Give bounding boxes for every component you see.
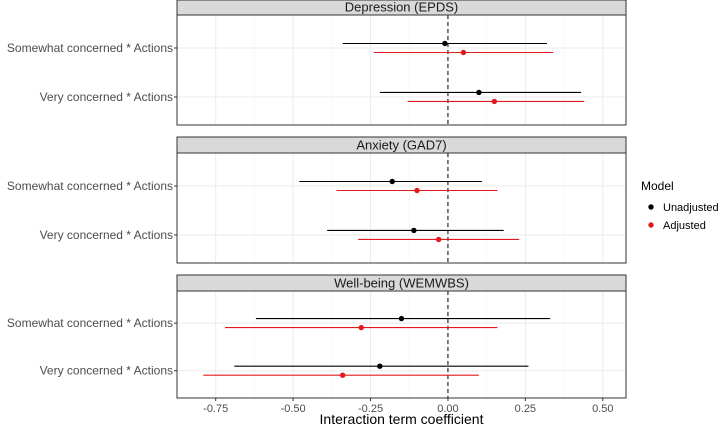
panel-2: Anxiety (GAD7) Somewhat concerned * Actio… — [7, 136, 627, 264]
legend-key-adjusted — [648, 222, 654, 228]
y-category-label: Somewhat concerned * Actions — [7, 179, 173, 193]
panel-background — [177, 153, 626, 263]
point-adjusted — [358, 324, 364, 331]
y-category-label: Somewhat concerned * Actions — [7, 316, 173, 330]
y-category-label: Very concerned * Actions — [40, 364, 173, 378]
panel-background — [177, 291, 626, 398]
panel-border — [176, 290, 627, 399]
x-tick-label: -0.25 — [358, 403, 383, 415]
legend-title: Model — [641, 179, 674, 193]
point-unadjusted — [476, 89, 482, 96]
panel-background — [177, 15, 626, 125]
x-tick-label: -0.75 — [203, 403, 228, 415]
panel-title: Well-being (WEMWBS) — [334, 276, 469, 291]
y-category-label: Somewhat concerned * Actions — [7, 41, 173, 55]
x-tick-label: 0.00 — [437, 403, 458, 415]
point-unadjusted — [442, 40, 448, 47]
x-axis-title: Interaction term coefficient — [320, 411, 484, 427]
panel-title: Anxiety (GAD7) — [356, 138, 446, 153]
point-unadjusted — [377, 363, 383, 369]
legend-label-unadjusted: Unadjusted — [663, 202, 718, 214]
legend-label-adjusted: Adjusted — [663, 220, 706, 232]
panel-title: Depression (EPDS) — [345, 0, 458, 15]
point-unadjusted — [398, 315, 405, 322]
point-unadjusted — [411, 227, 417, 234]
x-tick-label: 0.50 — [592, 403, 613, 415]
legend: Model Unadjusted Adjusted — [641, 179, 718, 232]
point-adjusted — [339, 372, 346, 378]
panel-3: Well-being (WEMWBS) Somewhat concerned * … — [7, 274, 627, 399]
panel-border — [176, 14, 627, 126]
point-adjusted — [460, 49, 467, 56]
point-adjusted — [414, 187, 420, 194]
y-category-label: Very concerned * Actions — [40, 90, 173, 104]
legend-key-unadjusted — [648, 204, 654, 210]
x-tick-label: -0.50 — [281, 403, 306, 415]
point-adjusted — [491, 98, 498, 105]
point-adjusted — [435, 236, 442, 243]
y-category-label: Very concerned * Actions — [40, 228, 173, 242]
x-tick-label: 0.25 — [515, 403, 536, 415]
panel-1: Depression (EPDS) Somewhat concerned * Ac… — [7, 0, 627, 126]
panel-border — [176, 152, 627, 264]
point-unadjusted — [389, 178, 395, 185]
